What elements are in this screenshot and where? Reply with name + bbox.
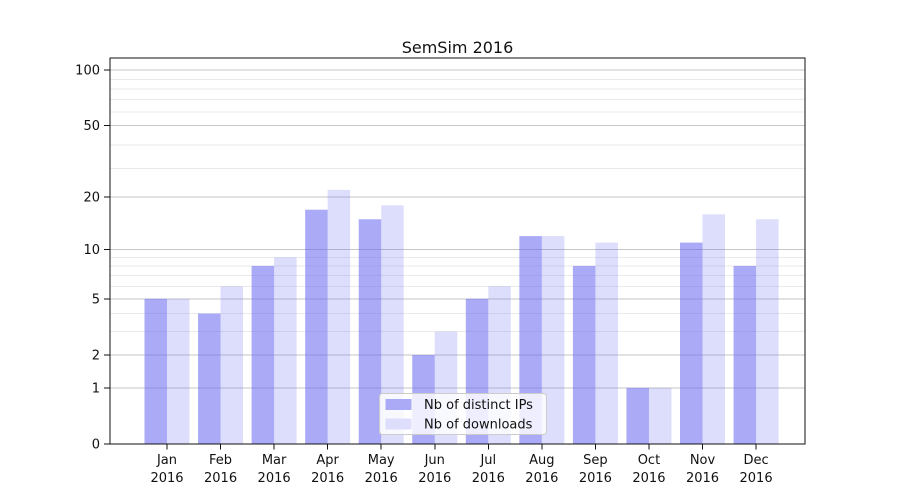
x-tick-label-year: 2016 [150, 471, 183, 486]
minor-gridlines [110, 78, 805, 333]
legend-label: Nb of distinct IPs [424, 398, 533, 413]
x-tick-label-month: Mar [262, 453, 287, 468]
x-tick-label-year: 2016 [258, 471, 291, 486]
x-tick-label-month: Dec [743, 453, 768, 468]
x-tick-label-month: Apr [316, 453, 339, 468]
legend-swatch [385, 418, 412, 430]
y-tick-label: 50 [83, 119, 100, 134]
bar-distinct-ips [144, 298, 167, 444]
x-tick-label-year: 2016 [204, 471, 237, 486]
x-tick-label-month: Oct [638, 453, 660, 468]
bar-distinct-ips [626, 387, 649, 444]
y-tick-label: 0 [92, 438, 100, 453]
x-tick-label-year: 2016 [686, 471, 719, 486]
bar-distinct-ips [358, 219, 382, 444]
bar-downloads [595, 242, 618, 444]
x-tick-label-month: Nov [690, 453, 716, 468]
bar-downloads [756, 219, 779, 444]
x-tick-label-year: 2016 [632, 471, 665, 486]
x-tick-label-month: May [368, 453, 395, 468]
bar-distinct-ips [198, 313, 221, 444]
plot-border [109, 57, 806, 445]
bar-downloads [702, 214, 725, 444]
x-tick-label-month: Feb [209, 453, 232, 468]
x-tick-label-month: Jan [156, 453, 177, 468]
bar-downloads [327, 189, 351, 444]
y-tick-label: 5 [92, 292, 100, 307]
y-tick-label: 20 [83, 191, 100, 206]
y-tick-label: 10 [83, 243, 100, 258]
y-tick-label: 1 [92, 381, 100, 396]
x-tick-label-year: 2016 [525, 471, 558, 486]
bar-downloads [541, 236, 565, 444]
x-tick-label-month: Jun [424, 453, 445, 468]
x-tick-label-year: 2016 [579, 471, 612, 486]
legend-swatch [385, 399, 412, 410]
x-tick-label-year: 2016 [365, 471, 398, 486]
bar-distinct-ips [733, 265, 757, 444]
y-tick-label: 100 [75, 63, 100, 78]
x-tick-label-year: 2016 [472, 471, 505, 486]
chart-title: SemSim 2016 [402, 38, 514, 57]
legend-box [379, 393, 547, 435]
x-tick-label-year: 2016 [311, 471, 344, 486]
bar-downloads [648, 387, 672, 444]
bar-distinct-ips [251, 265, 275, 444]
x-tick-label-month: Aug [529, 453, 554, 468]
bar-downloads [220, 286, 244, 444]
legend-label: Nb of downloads [424, 418, 533, 433]
x-tick-label-month: Sep [583, 453, 608, 468]
x-tick-label-month: Jul [479, 453, 496, 468]
axes-group: 0 1 2 5 10 20 50 100 Jan 2016 Feb 2016 Mar 2016 Apr 201… [75, 57, 806, 486]
x-tick-label-year: 2016 [418, 471, 451, 486]
bar-downloads [167, 298, 190, 444]
y-tick-label: 2 [92, 348, 100, 363]
bar-distinct-ips [519, 236, 542, 444]
bar-distinct-ips [305, 209, 328, 444]
legend: Nb of distinct IPs Nb of downloads [379, 393, 547, 435]
bar-distinct-ips [680, 242, 703, 444]
bar-downloads [274, 257, 297, 444]
bar-distinct-ips [572, 265, 596, 444]
x-tick-label-year: 2016 [740, 471, 773, 486]
bar-downloads [381, 205, 404, 444]
